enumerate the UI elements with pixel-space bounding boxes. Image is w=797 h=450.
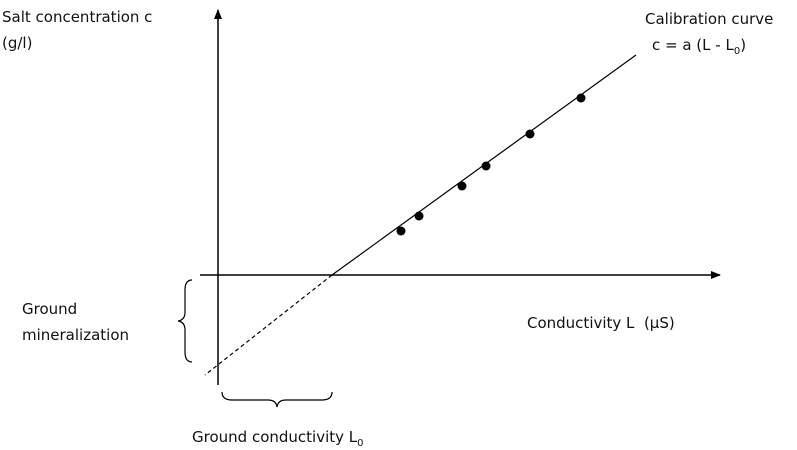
point <box>414 211 424 221</box>
equation-main: c = a (L - L <box>652 36 734 54</box>
horizontal-brace <box>221 391 333 408</box>
extrapolation-line <box>204 274 333 376</box>
y-axis-label: Salt concentration c <box>2 8 152 26</box>
ground-mineralization-label: mineralization <box>22 326 129 344</box>
vertical-brace <box>177 279 193 363</box>
point <box>396 226 406 236</box>
ground-conductivity-subscript: 0 <box>357 438 363 449</box>
equation-end: ) <box>740 36 746 54</box>
ground-mineralization-label: Ground <box>22 300 77 318</box>
equation-subscript: 0 <box>734 46 740 57</box>
curve-equation: c = a (L - L0) <box>652 36 746 57</box>
point <box>481 161 491 171</box>
ground-conductivity-main: Ground conductivity L <box>192 428 358 446</box>
measurement-points <box>396 93 586 236</box>
y-axis-unit: (g/l) <box>2 34 32 52</box>
x-axis-label: Conductivity L (µS) <box>527 314 675 332</box>
point <box>457 181 467 191</box>
point <box>525 129 535 139</box>
curve-title: Calibration curve <box>645 10 773 28</box>
point <box>576 93 586 103</box>
ground-conductivity-label: Ground conductivity L0 <box>192 428 364 449</box>
